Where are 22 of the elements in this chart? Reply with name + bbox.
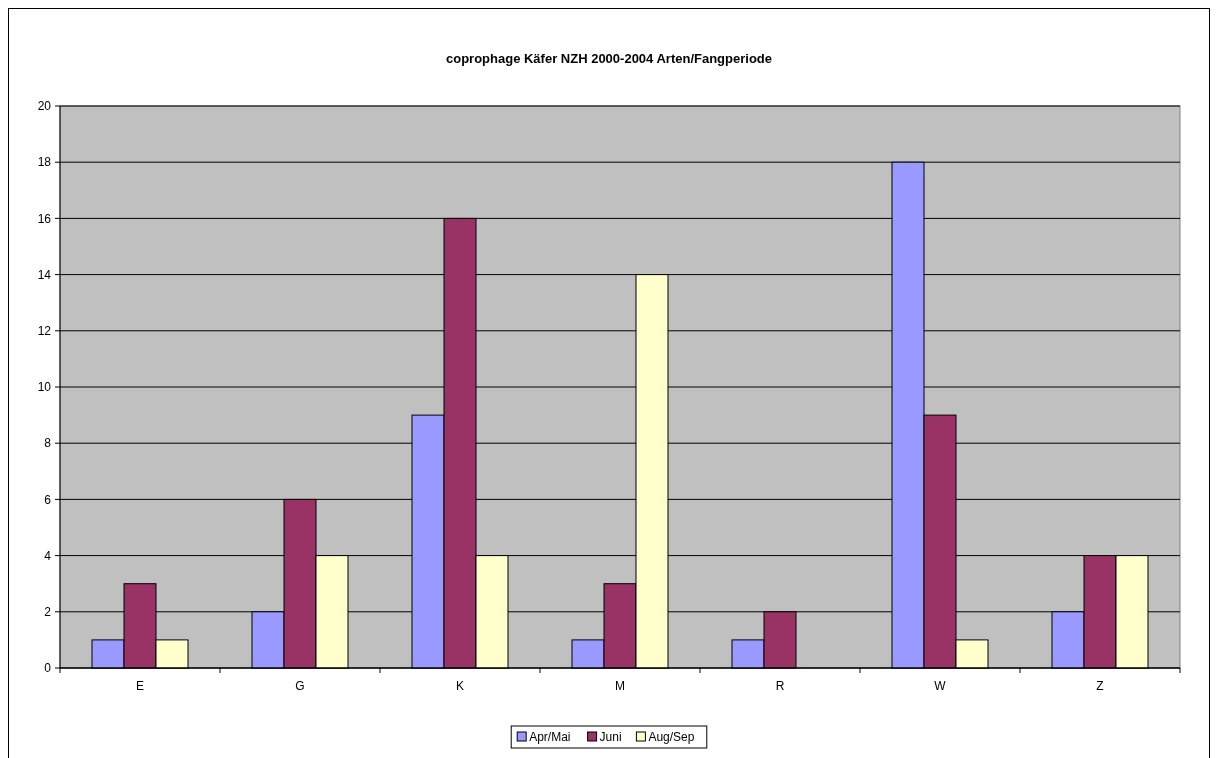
y-tick-label: 6 — [44, 492, 52, 507]
y-tick-label: 18 — [37, 155, 52, 170]
y-tick-label: 12 — [37, 324, 52, 338]
x-tick-label: W — [934, 679, 947, 693]
x-tick-label: E — [135, 679, 145, 693]
legend-label: Juni — [599, 730, 622, 744]
y-tick-label: 8 — [44, 436, 52, 451]
y-tick-label: 14 — [37, 267, 52, 282]
chart-title: coprophage Käfer NZH 2000-2004 Arten/Fangperiode — [445, 51, 773, 66]
x-tick-label: R — [775, 679, 785, 693]
legend-label: Apr/Mai — [529, 730, 571, 744]
y-tick-label: 16 — [37, 211, 52, 226]
y-tick-label: 10 — [37, 380, 52, 395]
x-tick-label: Z — [1096, 679, 1104, 693]
y-tick-label: 0 — [44, 661, 52, 676]
x-tick-label: M — [615, 679, 625, 693]
y-tick-label: 20 — [37, 99, 52, 114]
y-tick-label: 2 — [44, 605, 52, 619]
legend-label: Aug/Sep — [648, 730, 695, 744]
x-tick-label: K — [455, 679, 465, 693]
y-tick-label: 4 — [44, 548, 52, 563]
x-tick-label: G — [295, 679, 305, 693]
